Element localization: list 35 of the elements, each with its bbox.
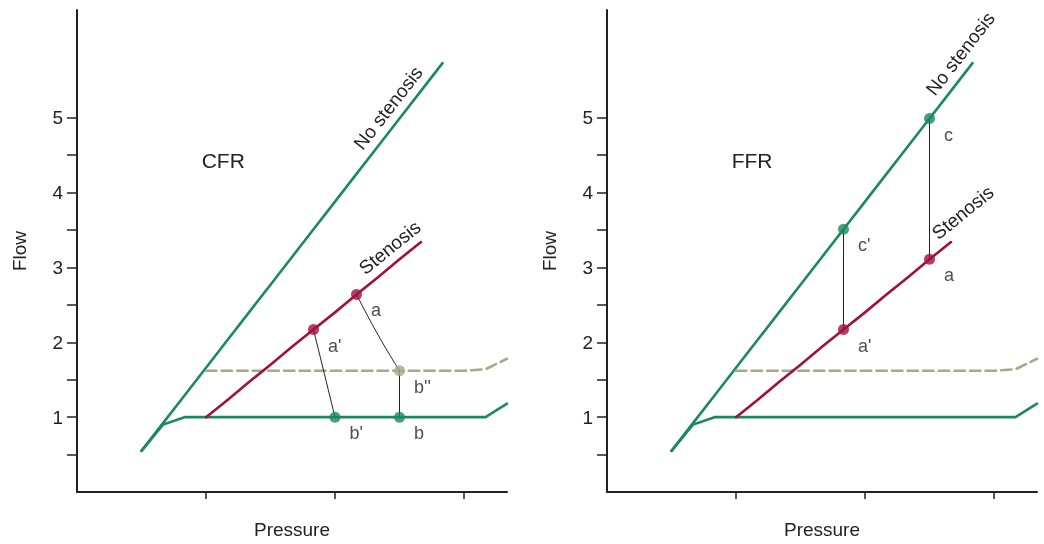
series-label: b'	[349, 423, 363, 444]
y-tick-label: 2	[52, 331, 63, 353]
series-label: a'	[328, 335, 342, 356]
y-tick-label: 1	[52, 406, 63, 428]
y-tick-label: 4	[582, 182, 594, 204]
x-axis-title: Pressure	[253, 519, 331, 540]
point	[351, 288, 362, 300]
y-tick-label: 2	[582, 331, 593, 353]
series-label: c'	[858, 235, 871, 256]
series-label: a'	[858, 335, 872, 356]
y-tick-label: 3	[52, 256, 63, 278]
line-series	[734, 240, 953, 419]
y-tick-label: 4	[52, 182, 64, 204]
y-axis-title: Flow	[539, 230, 560, 272]
series-label: b	[414, 423, 425, 444]
series-label: a	[944, 265, 955, 286]
y-tick-label: 5	[52, 107, 63, 129]
y-tick-label: 5	[582, 107, 593, 129]
point	[924, 113, 935, 125]
point	[838, 223, 849, 235]
annotation: CFR	[201, 149, 245, 172]
point	[838, 324, 849, 336]
series-label: a	[371, 300, 382, 321]
point	[394, 411, 405, 423]
y-tick-label: 1	[582, 406, 593, 428]
series-label: c	[944, 124, 953, 145]
point	[329, 411, 341, 423]
point	[924, 253, 935, 265]
y-tick-label: 3	[582, 256, 593, 278]
x-axis-title: Pressure	[783, 519, 861, 540]
y-axis-title: Flow	[9, 230, 30, 272]
point	[308, 324, 319, 336]
series-label: b''	[414, 376, 431, 397]
point	[394, 365, 405, 377]
annotation: FFR	[731, 149, 773, 172]
